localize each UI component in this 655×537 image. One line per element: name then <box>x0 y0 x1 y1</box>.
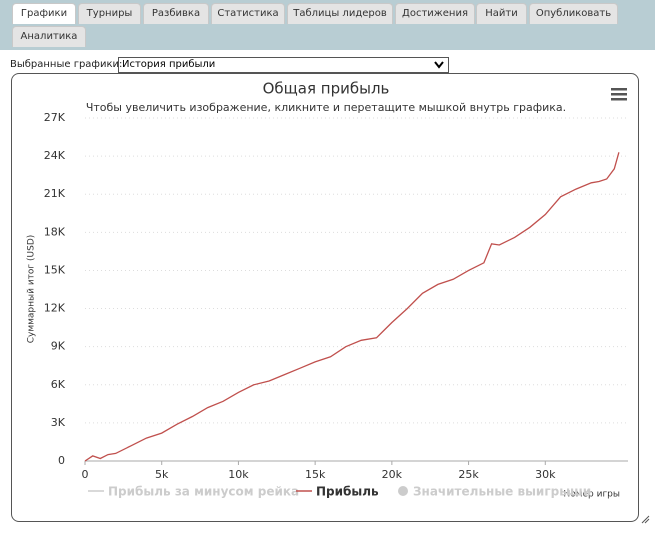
y-tick-label: 15K <box>44 263 66 276</box>
chart: Общая прибыль Чтобы увеличить изображени… <box>27 80 628 500</box>
selector-value: История прибыли <box>122 59 216 70</box>
y-tick-label: 18K <box>44 225 66 238</box>
y-tick-label: 27K <box>44 111 66 124</box>
resize-grip[interactable] <box>640 514 650 524</box>
legend-entry[interactable]: Прибыль <box>316 485 379 499</box>
legend-entry[interactable]: Значительные выигрыши <box>413 485 591 499</box>
tab[interactable]: Таблицы лидеров <box>287 3 393 24</box>
x-axis-label: Номер игры <box>563 490 620 500</box>
y-tick-label: 0 <box>58 454 65 467</box>
legend-marker <box>398 486 408 496</box>
chart-subtitle: Чтобы увеличить изображение, кликните и … <box>86 101 566 114</box>
y-tick-label: 12K <box>44 302 66 315</box>
x-tick-label: 25k <box>458 468 479 481</box>
chart-selector[interactable]: История прибыли <box>118 57 449 73</box>
x-tick-label: 30k <box>535 468 556 481</box>
chart-title: Общая прибыль <box>263 80 390 98</box>
x-tick-label: 20k <box>382 468 403 481</box>
menu-button[interactable] <box>611 88 627 101</box>
tab[interactable]: Разбивка <box>143 3 209 24</box>
y-axis-label: Суммарный итог (USD) <box>27 235 37 344</box>
chart-box <box>11 73 639 522</box>
y-tick-label: 6K <box>51 378 66 391</box>
dropdown-arrow <box>434 61 444 69</box>
y-tick-label: 9K <box>51 340 66 353</box>
x-tick-label: 10k <box>228 468 249 481</box>
tab[interactable]: Опубликовать <box>529 3 618 24</box>
tab[interactable]: Аналитика <box>12 26 86 47</box>
selector-label: Выбранные графики: <box>10 59 123 70</box>
tab[interactable]: Достижения <box>395 3 475 24</box>
tab[interactable]: Турниры <box>78 3 141 24</box>
x-tick-label: 5k <box>155 468 169 481</box>
y-tick-label: 3K <box>51 416 66 429</box>
tab[interactable]: Найти <box>476 3 527 24</box>
legend-entry[interactable]: Прибыль за минусом рейка <box>108 485 299 499</box>
tab[interactable]: Статистика <box>211 3 285 24</box>
x-tick-label: 0 <box>82 468 89 481</box>
y-tick-label: 21K <box>44 187 66 200</box>
tab[interactable]: Графики <box>12 3 76 24</box>
x-tick-label: 15k <box>305 468 326 481</box>
y-tick-label: 24K <box>44 149 66 162</box>
tab-bar: Графики Турниры Разбивка Статистика Таблицы … <box>0 0 655 50</box>
data-line <box>84 152 620 462</box>
